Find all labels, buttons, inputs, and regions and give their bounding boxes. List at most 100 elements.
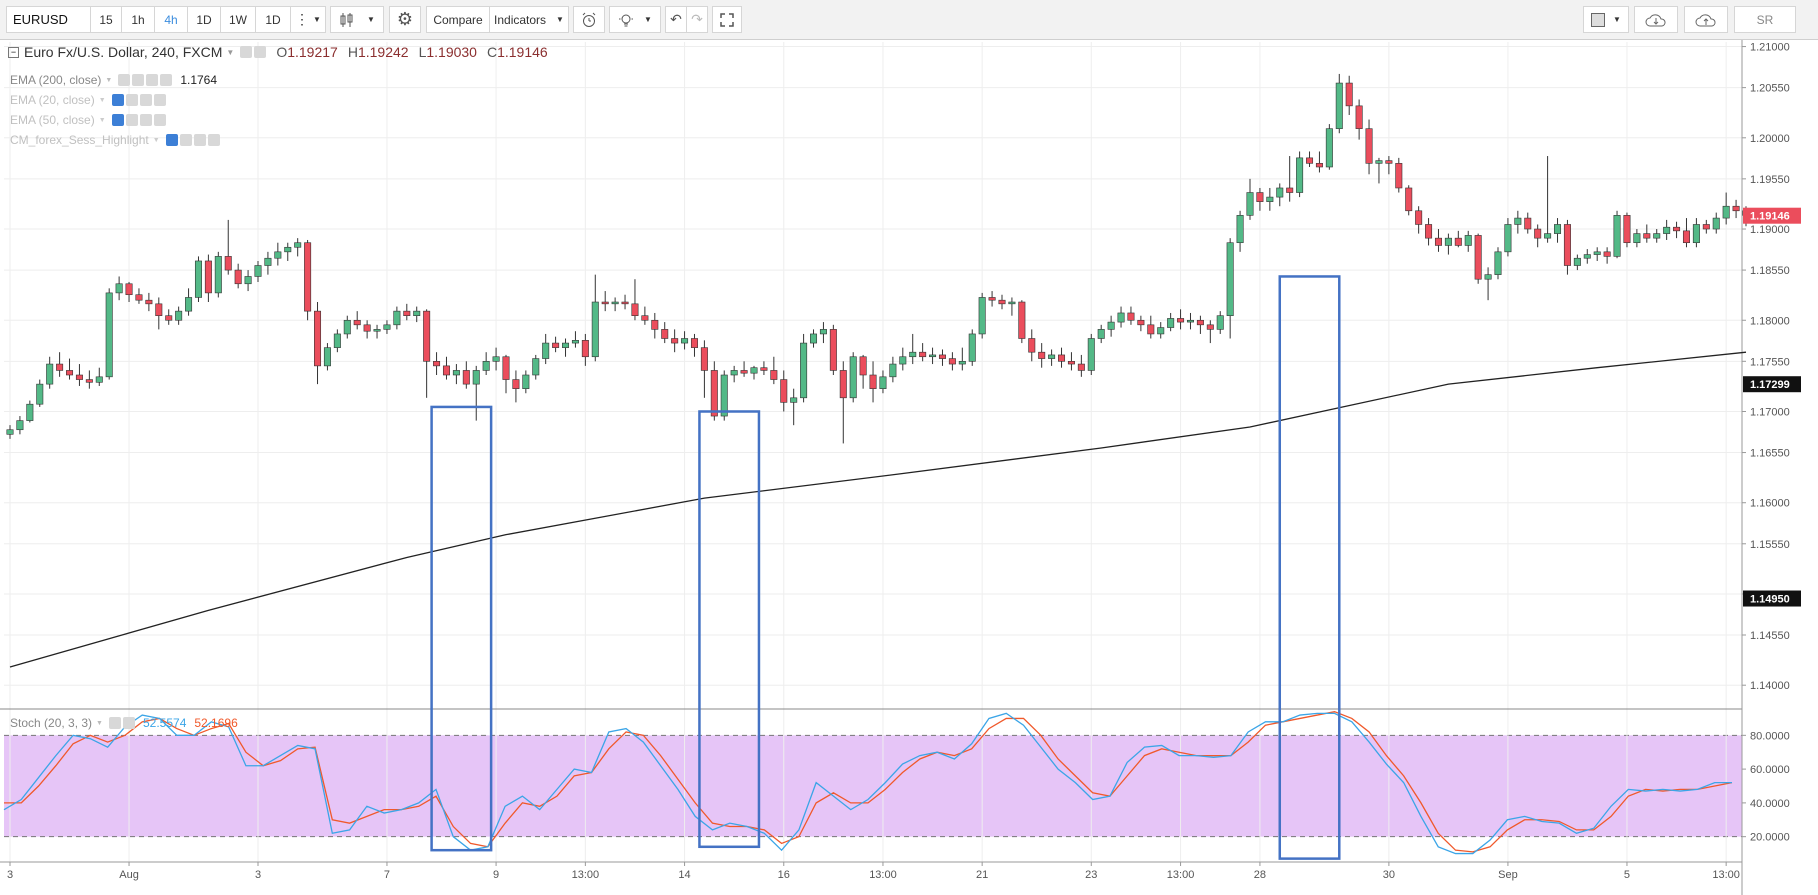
- stoch-label: Stoch (20, 3, 3): [10, 716, 93, 730]
- interval-menu-button[interactable]: ⋮ ▼: [290, 6, 326, 33]
- ideas-button[interactable]: ▼: [609, 6, 661, 33]
- chevron-down-icon: ▼: [556, 15, 564, 24]
- candle-body: [1137, 319, 1145, 326]
- candle: [1147, 315, 1155, 339]
- settings-icon[interactable]: [122, 717, 135, 729]
- interval-4h-button[interactable]: 4h: [154, 6, 188, 33]
- fullscreen-button[interactable]: [712, 6, 742, 33]
- eye-icon[interactable]: [111, 94, 124, 106]
- alert-button[interactable]: [573, 6, 605, 33]
- candle: [810, 329, 818, 348]
- settings-icon[interactable]: [125, 114, 138, 126]
- candle-body: [631, 303, 639, 316]
- candle: [26, 400, 34, 423]
- candle-body: [879, 376, 887, 389]
- user-menu-button[interactable]: SR: [1734, 6, 1796, 33]
- close-icon[interactable]: [153, 114, 166, 126]
- candle: [6, 425, 14, 439]
- chart-type-button[interactable]: ▼: [330, 6, 384, 33]
- layout-button[interactable]: ▼: [1583, 6, 1629, 33]
- time-tick-label: Aug: [119, 869, 139, 881]
- interval-1h-button[interactable]: 1h: [121, 6, 155, 33]
- settings-icon[interactable]: [254, 46, 267, 58]
- eye-icon[interactable]: [118, 74, 131, 86]
- candle: [442, 356, 450, 380]
- symbol-search-input[interactable]: EURUSD: [6, 6, 94, 33]
- candle: [75, 364, 83, 386]
- candle: [532, 354, 540, 380]
- ema20-label: EMA (20, close): [10, 93, 95, 107]
- close-icon[interactable]: [160, 74, 173, 86]
- candle-body: [1296, 157, 1304, 193]
- candle-body: [194, 260, 202, 298]
- candle: [244, 270, 252, 292]
- candle-body: [1454, 237, 1462, 246]
- eye-icon[interactable]: [108, 717, 121, 729]
- undo-button[interactable]: ↶: [665, 6, 687, 33]
- candle: [651, 312, 659, 339]
- candle-body: [1474, 235, 1482, 280]
- chevron-down-icon[interactable]: ▼: [98, 96, 106, 104]
- candle-body: [75, 374, 83, 380]
- close-icon[interactable]: [207, 134, 220, 146]
- ema200-line: [9, 351, 1747, 668]
- price-chart[interactable]: 1.21000 1.20550 1.20000 1.19550 1.19000 1.185…: [0, 40, 1818, 895]
- candle-body: [859, 356, 867, 376]
- redo-icon: ↷: [691, 11, 703, 27]
- interval-15-button[interactable]: 15: [90, 6, 122, 33]
- plus-icon[interactable]: [139, 114, 152, 126]
- chevron-down-icon[interactable]: ▼: [105, 76, 113, 84]
- candle-body: [1534, 228, 1542, 239]
- redo-button[interactable]: ↷: [686, 6, 708, 33]
- cloud-save-button[interactable]: [1684, 6, 1728, 33]
- settings-button[interactable]: ⚙: [389, 6, 421, 33]
- plus-icon[interactable]: [139, 94, 152, 106]
- interval-1d-button[interactable]: 1D: [187, 6, 221, 33]
- chevron-down-icon[interactable]: ▼: [226, 47, 235, 57]
- candle: [542, 333, 550, 365]
- plus-icon[interactable]: [146, 74, 159, 86]
- chevron-down-icon[interactable]: ▼: [96, 719, 103, 727]
- eye-icon[interactable]: [111, 114, 124, 126]
- candle-body: [1048, 354, 1056, 359]
- interval-1d-custom-button[interactable]: 1D: [255, 6, 291, 33]
- candle-body: [36, 383, 44, 405]
- compare-button[interactable]: Compare: [426, 6, 490, 33]
- candle-body: [740, 370, 748, 374]
- eye-icon[interactable]: [240, 46, 253, 58]
- settings-icon[interactable]: [132, 74, 145, 86]
- candle-body: [591, 301, 599, 358]
- highlight-box: [1278, 275, 1341, 860]
- candle: [1296, 151, 1304, 198]
- candle-body: [899, 356, 907, 365]
- plus-icon[interactable]: [193, 134, 206, 146]
- candle: [819, 322, 827, 344]
- candle: [1554, 218, 1562, 243]
- candle-body: [552, 342, 560, 348]
- ema200-value: 1.1764: [180, 73, 218, 87]
- candle-body: [750, 367, 758, 374]
- candle-body: [234, 269, 242, 285]
- collapse-icon[interactable]: −: [8, 46, 19, 58]
- chevron-down-icon[interactable]: ▼: [152, 136, 160, 144]
- interval-1w-button[interactable]: 1W: [220, 6, 256, 33]
- candle: [1216, 311, 1224, 334]
- price-tick-label: 1.18550: [1750, 265, 1790, 277]
- candle: [1504, 218, 1512, 257]
- settings-icon[interactable]: [125, 94, 138, 106]
- cloud-load-button[interactable]: [1634, 6, 1678, 33]
- candle: [204, 254, 212, 303]
- indicators-button[interactable]: Indicators ▼: [489, 6, 569, 33]
- close-icon[interactable]: [153, 94, 166, 106]
- candle-body: [1266, 196, 1274, 202]
- candle-body: [423, 310, 431, 362]
- price-tag-2-bg: [1743, 376, 1801, 393]
- candle-body: [1077, 363, 1085, 371]
- candle: [720, 370, 728, 421]
- candle-body: [95, 376, 103, 383]
- candle: [1048, 349, 1056, 366]
- settings-icon[interactable]: [179, 134, 192, 146]
- eye-icon[interactable]: [165, 134, 178, 146]
- candle-body: [1603, 251, 1611, 257]
- chevron-down-icon[interactable]: ▼: [98, 116, 106, 124]
